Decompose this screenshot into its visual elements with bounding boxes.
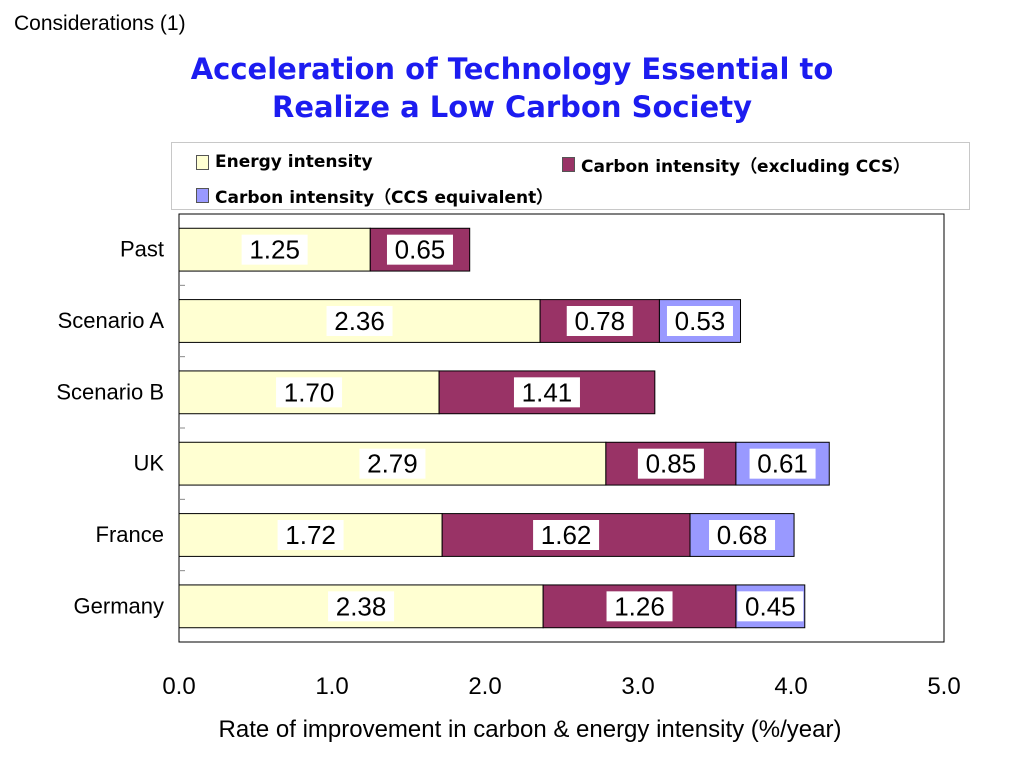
data-label: 0.45 <box>745 591 796 621</box>
category-label: UK <box>133 451 164 476</box>
category-label: Scenario B <box>56 379 164 404</box>
legend-swatch-energy <box>196 154 209 170</box>
data-label-box <box>276 377 343 408</box>
data-label-box <box>359 448 426 479</box>
data-label-box <box>241 234 308 265</box>
category-label: Scenario A <box>58 308 165 333</box>
data-label: 1.72 <box>285 520 336 550</box>
data-label-box <box>749 448 816 479</box>
data-label-box <box>326 306 393 336</box>
data-label: 2.36 <box>334 306 385 336</box>
data-label: 0.61 <box>757 449 808 479</box>
data-label: 2.79 <box>367 449 418 479</box>
legend-label-energy: Energy intensity <box>215 152 373 172</box>
legend-item-carbon-ex-ccs: Carbon intensity（excluding CCS） <box>562 152 910 177</box>
legend-label-ccs: Carbon intensity（CCS equivalent） <box>215 188 554 208</box>
data-label-box <box>566 306 633 336</box>
x-tick-label: 4.0 <box>774 673 807 700</box>
data-label-box <box>513 377 580 408</box>
title-line-2: Realize a Low Carbon Society <box>271 90 752 124</box>
legend-item-energy: Energy intensity <box>196 152 373 172</box>
data-label: 0.53 <box>675 306 726 336</box>
x-axis-label: Rate of improvement in carbon & energy i… <box>218 716 842 743</box>
data-label-box <box>606 591 673 622</box>
data-label-box <box>533 520 600 550</box>
data-label: 1.62 <box>541 520 592 550</box>
category-label: Germany <box>74 593 164 618</box>
category-label: Past <box>120 237 164 262</box>
data-label: 0.68 <box>717 520 768 550</box>
data-label: 1.26 <box>614 591 665 621</box>
data-label-box <box>666 306 733 336</box>
slide-corner-label: Considerations (1) <box>14 12 186 35</box>
data-label: 1.25 <box>249 235 300 265</box>
legend-swatch-ccs <box>196 188 209 203</box>
legend-swatch-carbon-ex-ccs <box>562 157 575 172</box>
slide-title: Acceleration of Technology Essential to … <box>0 50 1024 126</box>
data-label-box <box>709 520 776 550</box>
category-label: France <box>96 522 164 547</box>
x-tick-label: 0.0 <box>162 673 195 700</box>
data-label-box <box>277 520 344 550</box>
data-label-box <box>737 591 804 622</box>
plot-area <box>178 213 945 643</box>
x-tick-label: 1.0 <box>315 673 348 700</box>
chart-legend: Energy intensity Carbon intensity（exclud… <box>171 142 970 210</box>
data-label-box <box>386 234 453 265</box>
x-tick-label: 5.0 <box>927 673 960 700</box>
data-label: 0.78 <box>574 306 625 336</box>
legend-item-ccs: Carbon intensity（CCS equivalent） <box>196 183 553 208</box>
x-tick-label: 3.0 <box>621 673 654 700</box>
data-label: 0.65 <box>395 235 446 265</box>
data-label-box <box>328 591 395 622</box>
data-label: 1.41 <box>522 377 573 407</box>
title-line-1: Acceleration of Technology Essential to <box>190 52 834 86</box>
x-tick-label: 2.0 <box>468 673 501 700</box>
data-label: 2.38 <box>336 591 387 621</box>
legend-label-carbon-ex-ccs: Carbon intensity（excluding CCS） <box>581 157 911 177</box>
data-label-box <box>637 448 704 479</box>
data-label: 1.70 <box>284 377 335 407</box>
data-label: 0.85 <box>646 449 697 479</box>
